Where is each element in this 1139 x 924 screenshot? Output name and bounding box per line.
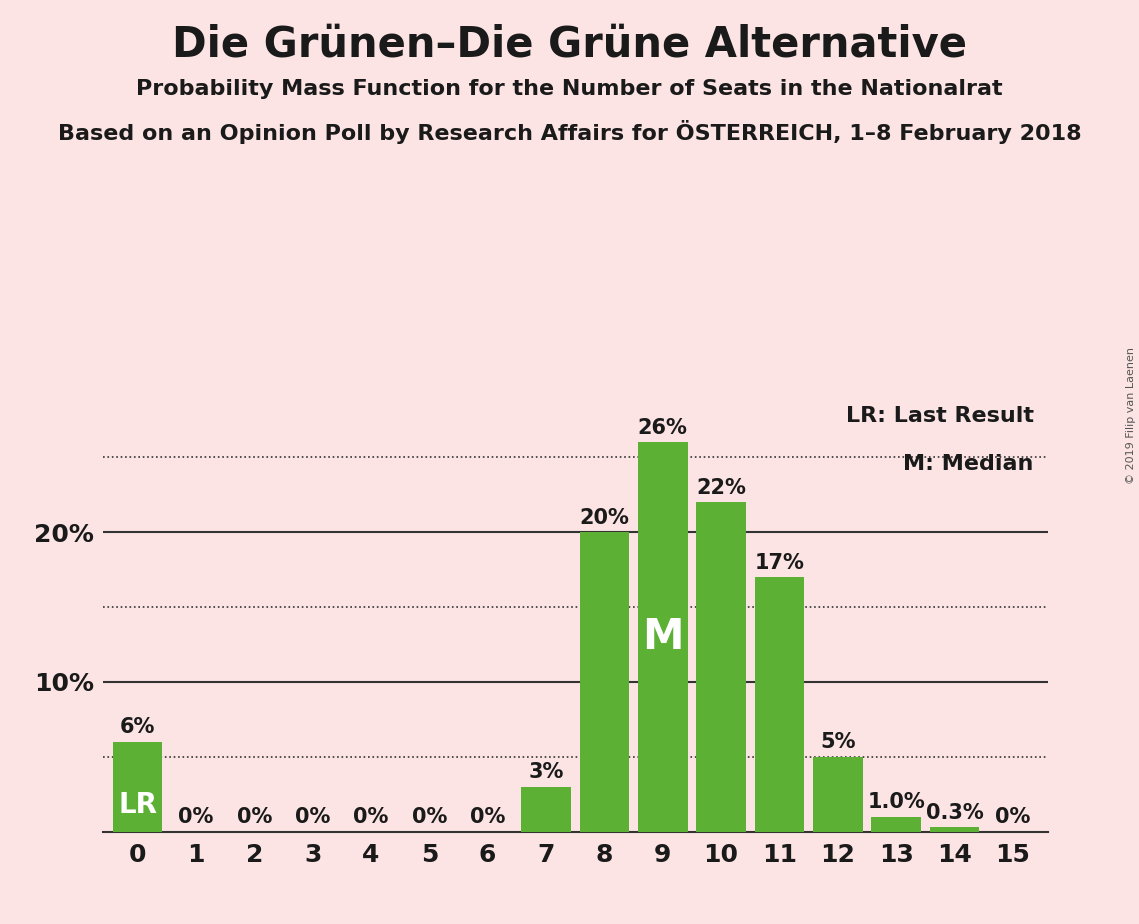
- Text: 0%: 0%: [353, 807, 388, 827]
- Text: 0%: 0%: [237, 807, 272, 827]
- Bar: [580, 532, 629, 832]
- Bar: [813, 757, 862, 832]
- Text: 26%: 26%: [638, 418, 688, 438]
- Text: 6%: 6%: [120, 717, 155, 737]
- Text: M: M: [642, 616, 683, 658]
- Text: 17%: 17%: [754, 553, 804, 573]
- Text: 0%: 0%: [470, 807, 506, 827]
- Text: LR: LR: [118, 791, 157, 819]
- Text: Based on an Opinion Poll by Research Affairs for ÖSTERREICH, 1–8 February 2018: Based on an Opinion Poll by Research Aff…: [58, 120, 1081, 144]
- Bar: [113, 742, 163, 832]
- Bar: [755, 577, 804, 832]
- Bar: [929, 827, 980, 832]
- Text: © 2019 Filip van Laenen: © 2019 Filip van Laenen: [1126, 347, 1136, 484]
- Text: Probability Mass Function for the Number of Seats in the Nationalrat: Probability Mass Function for the Number…: [137, 79, 1002, 99]
- Text: 0%: 0%: [295, 807, 330, 827]
- Text: 3%: 3%: [528, 762, 564, 783]
- Bar: [696, 502, 746, 832]
- Text: 0.3%: 0.3%: [926, 803, 983, 822]
- Bar: [871, 817, 921, 832]
- Text: 22%: 22%: [696, 478, 746, 498]
- Text: 5%: 5%: [820, 732, 855, 752]
- Text: 20%: 20%: [580, 507, 630, 528]
- Text: 0%: 0%: [178, 807, 214, 827]
- Text: 0%: 0%: [411, 807, 446, 827]
- Text: 0%: 0%: [995, 807, 1031, 827]
- Text: LR: Last Result: LR: Last Result: [845, 406, 1034, 426]
- Text: Die Grünen–Die Grüne Alternative: Die Grünen–Die Grüne Alternative: [172, 23, 967, 65]
- Bar: [638, 443, 688, 832]
- Bar: [522, 786, 571, 832]
- Text: 1.0%: 1.0%: [867, 792, 925, 812]
- Text: M: Median: M: Median: [903, 454, 1034, 474]
